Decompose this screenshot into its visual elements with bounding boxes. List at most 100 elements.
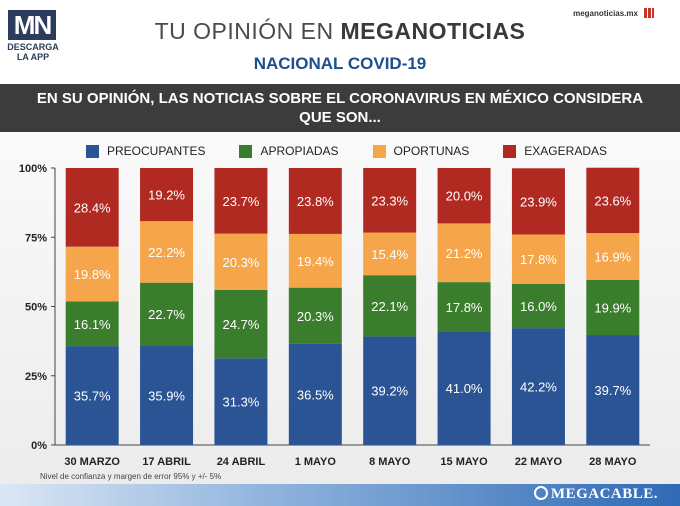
y-tick-label: 50% — [25, 302, 47, 314]
data-label: 31.3% — [223, 395, 260, 410]
data-label: 20.0% — [446, 189, 483, 204]
header: MN DESCARGA LA APP TU OPINIÓN EN MEGANOT… — [0, 0, 680, 84]
data-label: 23.6% — [594, 193, 631, 208]
bar-segment — [363, 168, 417, 233]
data-label: 22.7% — [148, 307, 185, 322]
legend-swatch-oportunas — [372, 144, 386, 158]
data-label: 23.3% — [371, 193, 408, 208]
bar-segment — [511, 168, 565, 235]
footer-bar — [0, 484, 680, 506]
bar-segment — [214, 233, 268, 290]
data-label: 35.7% — [74, 389, 111, 404]
bar-segment — [363, 336, 417, 445]
x-tick-label: 1 MAYO — [295, 456, 337, 468]
legend-item: PREOCUPANTES — [86, 143, 205, 159]
bar-segment — [363, 232, 417, 276]
data-label: 22.1% — [371, 299, 408, 314]
x-tick-label: 30 MARZO — [64, 456, 120, 468]
data-label: 16.1% — [74, 317, 111, 332]
legend-item: OPORTUNAS — [372, 143, 470, 159]
legend-label: APROPIADAS — [260, 144, 339, 158]
bar-segment — [437, 223, 491, 283]
data-label: 16.9% — [594, 250, 631, 265]
bar-segment — [65, 301, 119, 347]
bar-segment — [586, 335, 640, 445]
download-app-link[interactable]: DESCARGA LA APP — [4, 42, 62, 62]
bar-segment — [288, 168, 342, 234]
legend-swatch-apropiadas — [239, 144, 253, 158]
title-light: TU OPINIÓN EN — [154, 18, 341, 44]
data-label: 17.8% — [520, 252, 557, 267]
bar-segment — [65, 168, 119, 247]
bar-segment — [437, 168, 491, 224]
x-tick-label: 28 MAYO — [589, 456, 637, 468]
data-label: 36.5% — [297, 387, 334, 402]
stacked-bar-chart: 0% 25% 50% 75% 100% 35.7% 16.1% 19.8% 28.4% 30 MA… — [19, 163, 650, 468]
data-label: 23.7% — [223, 194, 260, 209]
bar-segment — [140, 345, 194, 445]
brand-icon — [533, 486, 548, 500]
y-tick-label: 100% — [19, 163, 47, 175]
chart-legend: PREOCUPANTES APROPIADAS OPORTUNAS EXAGER… — [86, 143, 607, 159]
data-label: 21.2% — [446, 246, 483, 261]
x-tick-label: 17 ABRIL — [142, 456, 191, 468]
bar-segment — [140, 282, 194, 346]
data-label: 17.8% — [446, 300, 483, 315]
data-label: 15.4% — [371, 247, 408, 262]
data-label: 19.4% — [297, 254, 334, 269]
legend-item: APROPIADAS — [239, 143, 339, 159]
y-tick-label: 0% — [31, 440, 47, 452]
brand-logo[interactable]: MEGACABLE. — [533, 486, 658, 503]
bar-segment — [586, 279, 640, 336]
x-tick-label: 15 MAYO — [440, 456, 488, 468]
x-tick-label: 8 MAYO — [369, 456, 411, 468]
bar-segment — [437, 331, 491, 445]
data-label: 20.3% — [223, 255, 260, 270]
legend-label: PREOCUPANTES — [107, 144, 206, 158]
bar-segment — [140, 221, 194, 283]
page-subtitle: NACIONAL COVID-19 — [253, 54, 427, 73]
x-tick-label: 24 ABRIL — [217, 456, 266, 468]
bar-segment — [65, 246, 119, 302]
bar-segment — [511, 328, 565, 445]
data-label: 19.8% — [74, 267, 111, 282]
footnote: Nivel de confianza y margen de error 95%… — [40, 472, 222, 481]
site-link[interactable]: meganoticias.mx — [573, 9, 638, 18]
legend-swatch-exageradas — [503, 144, 517, 158]
bar-segment — [288, 287, 342, 344]
data-label: 42.2% — [520, 380, 557, 395]
data-label: 20.3% — [297, 309, 334, 324]
bar-segment — [511, 283, 565, 329]
title-bold: MEGANOTICIAS — [340, 18, 526, 44]
legend-swatch-preocupantes — [86, 144, 99, 158]
data-label: 35.9% — [148, 388, 185, 403]
bar-segment — [214, 168, 268, 234]
question-line-1: EN SU OPINIÓN, LAS NOTICIAS SOBRE EL COR… — [36, 90, 644, 107]
data-label: 41.0% — [446, 381, 483, 396]
logo[interactable]: MN — [8, 10, 56, 40]
bar-segment — [65, 346, 119, 445]
y-tick-label: 25% — [25, 371, 47, 383]
legend-item: EXAGERADAS — [503, 143, 607, 159]
data-label: 39.7% — [594, 383, 631, 398]
data-label: 39.2% — [371, 384, 408, 399]
data-label: 16.0% — [520, 299, 557, 314]
question-banner: EN SU OPINIÓN, LAS NOTICIAS SOBRE EL COR… — [0, 84, 680, 132]
data-label: 19.2% — [148, 188, 185, 203]
y-tick-label: 75% — [25, 232, 47, 244]
data-label: 23.9% — [520, 194, 557, 209]
data-label: 22.2% — [148, 245, 185, 260]
x-tick-label: 22 MAYO — [515, 456, 563, 468]
data-label: 28.4% — [74, 200, 111, 215]
bar-segment — [586, 233, 640, 280]
bar-segment — [363, 275, 417, 337]
bar-segment — [214, 358, 268, 445]
bar-segment — [140, 168, 194, 222]
brand-text: MEGACABLE. — [550, 486, 658, 502]
data-label: 19.9% — [594, 300, 631, 315]
bar-segment — [511, 234, 565, 284]
bar-segment — [214, 289, 268, 359]
bar-segment — [288, 233, 342, 288]
data-label: 23.8% — [297, 194, 334, 209]
legend-label: OPORTUNAS — [393, 144, 470, 158]
